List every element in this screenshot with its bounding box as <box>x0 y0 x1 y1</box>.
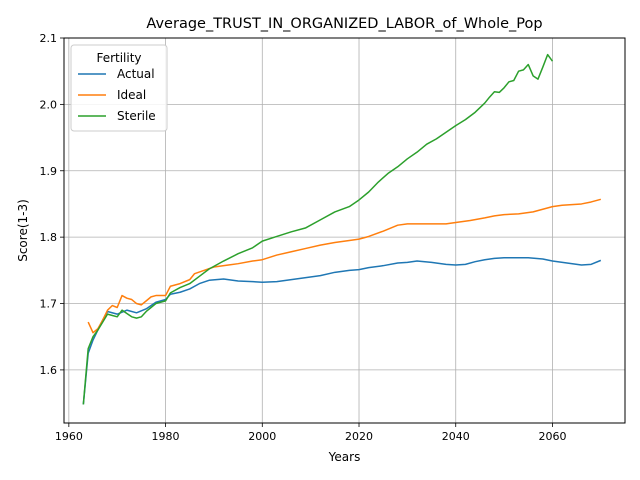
y-tick-label: 1.9 <box>40 165 58 178</box>
x-tick-label: 2020 <box>345 430 373 443</box>
y-tick-label: 1.7 <box>40 298 58 311</box>
series-line-sterile <box>82 53 554 405</box>
legend-title: Fertility <box>96 51 141 65</box>
legend: Fertility Actual Ideal Sterile <box>70 44 168 132</box>
series-lines <box>82 53 602 405</box>
series-line-actual <box>82 256 602 405</box>
legend-label-ideal: Ideal <box>117 88 146 102</box>
series-line-ideal <box>87 198 602 334</box>
x-axis-label: Years <box>328 450 361 464</box>
x-tick-label: 1960 <box>55 430 83 443</box>
chart-title: Average_TRUST_IN_ORGANIZED_LABOR_of_Whol… <box>146 16 542 32</box>
legend-box <box>70 44 168 132</box>
legend-label-actual: Actual <box>117 67 155 81</box>
x-tick-label: 2000 <box>248 430 276 443</box>
x-tick-label: 1980 <box>152 430 180 443</box>
y-axis-label: Score(1-3) <box>16 199 30 262</box>
y-tick-label: 2.1 <box>40 32 58 45</box>
x-tick-label: 2060 <box>538 430 566 443</box>
y-tick-label: 1.6 <box>40 364 58 377</box>
x-tick-label: 2040 <box>442 430 470 443</box>
y-tick-label: 1.8 <box>40 231 58 244</box>
axis-ticks: 1960 1980 2000 2020 2040 2060 1.6 1.7 1.8 1.9 2.0 2… <box>40 32 567 443</box>
y-tick-label: 2.0 <box>40 98 58 111</box>
legend-label-sterile: Sterile <box>117 109 156 123</box>
plot-frame <box>63 37 626 424</box>
legend-items: Actual Ideal Sterile <box>78 67 156 123</box>
